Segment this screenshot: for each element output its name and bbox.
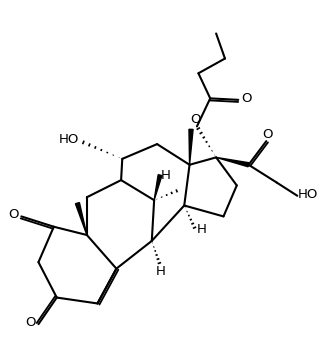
- Text: HO: HO: [59, 133, 79, 146]
- Polygon shape: [154, 174, 162, 200]
- Text: O: O: [8, 207, 18, 220]
- Text: H: H: [197, 223, 206, 236]
- Text: O: O: [190, 113, 201, 126]
- Text: O: O: [262, 128, 273, 141]
- Text: HO: HO: [297, 188, 318, 201]
- Polygon shape: [216, 157, 249, 167]
- Text: H: H: [156, 265, 166, 278]
- Text: H: H: [161, 169, 171, 182]
- Text: O: O: [241, 92, 252, 105]
- Polygon shape: [189, 129, 193, 165]
- Polygon shape: [75, 203, 87, 235]
- Text: O: O: [25, 316, 36, 329]
